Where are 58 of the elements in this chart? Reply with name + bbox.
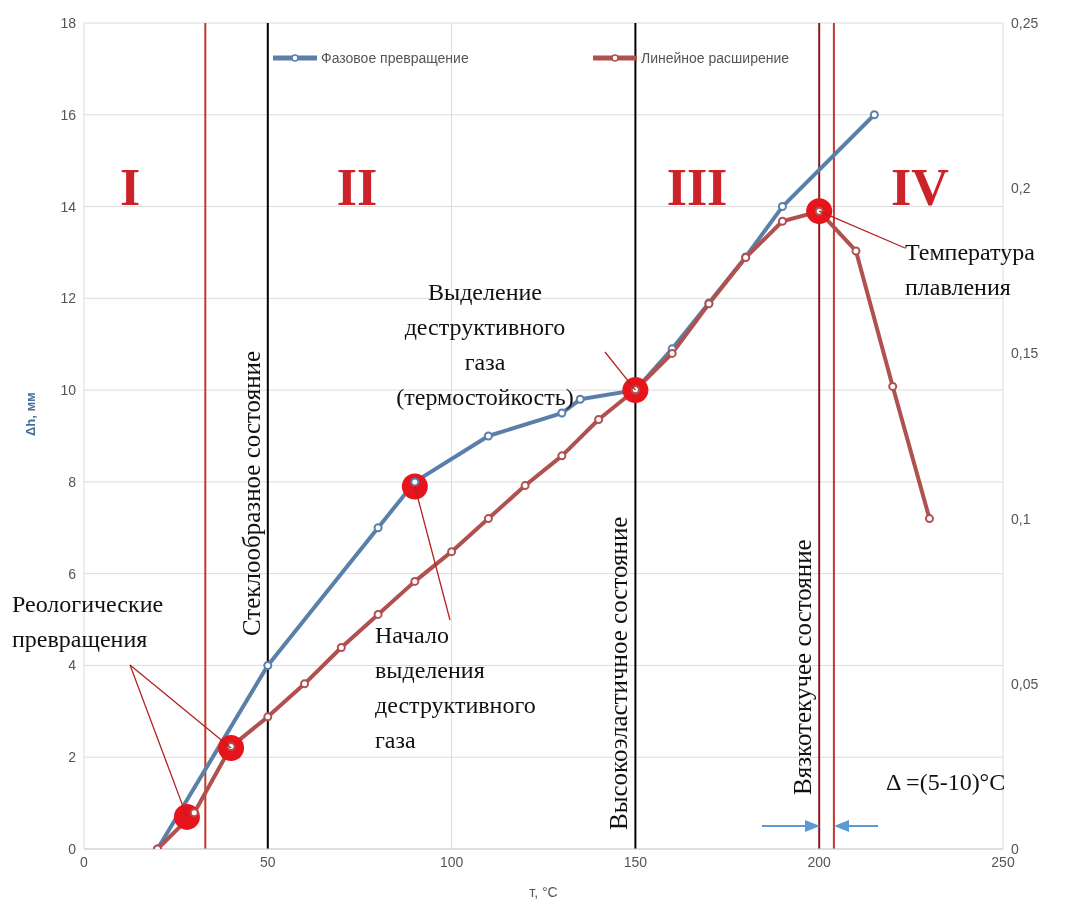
y-tick-label: 2	[68, 749, 77, 766]
annotation: IV	[891, 159, 949, 216]
y-tick-label: 8	[68, 473, 77, 490]
y-axis-title: Δh, мм	[22, 392, 38, 436]
annotation: I	[119, 159, 141, 216]
point	[189, 808, 199, 818]
point	[777, 202, 787, 212]
annotation: Реологические превращения	[12, 591, 164, 652]
point	[373, 523, 383, 533]
point	[777, 216, 787, 226]
x-tick-label: 50	[260, 853, 276, 870]
point	[263, 660, 273, 670]
point	[263, 712, 273, 722]
x-tick-label: 200	[807, 853, 832, 870]
point	[520, 481, 530, 491]
x-axis-title: т, °C	[529, 884, 558, 900]
y2-tick-label: 0,2	[1011, 180, 1031, 197]
point	[483, 431, 493, 441]
legend-label: Линейное расширение	[641, 50, 790, 66]
annotation: Δ =(5-10)°C	[886, 769, 1006, 795]
legend-label: Фазовое превращение	[321, 50, 469, 66]
ref-line-label: Высокоэластичное состояние	[605, 516, 633, 830]
y-tick-label: 6	[68, 565, 77, 582]
point	[373, 609, 383, 619]
x-tick-label: 100	[439, 853, 464, 870]
y-tick-label: 4	[68, 657, 77, 674]
ref-line-label: Стеклообразное состояние	[237, 351, 265, 636]
point	[888, 381, 898, 391]
y-tick-label: 10	[60, 382, 77, 399]
point	[336, 642, 346, 652]
point	[667, 348, 677, 358]
y2-tick-label: 0,05	[1011, 675, 1039, 692]
annotation: Выделение деструктивного газа (термостойкость)	[396, 279, 574, 410]
x-tick-label: 0	[80, 853, 89, 870]
point	[410, 576, 420, 586]
y2-tick-label: 0,15	[1011, 345, 1039, 362]
y-tick-label: 12	[60, 290, 77, 307]
ref-line-label: Вязкотекучее состояние	[789, 539, 817, 795]
y-tick-label: 14	[60, 198, 77, 215]
y-tick-label: 18	[60, 14, 77, 31]
y-tick-label: 0	[68, 840, 77, 857]
point	[300, 679, 310, 689]
annotation: Начало выделения деструктивного газа	[375, 622, 536, 753]
annotation: III	[666, 159, 728, 216]
point	[869, 110, 879, 120]
point	[557, 451, 567, 461]
point	[483, 514, 493, 524]
y2-tick-label: 0,25	[1011, 14, 1039, 31]
point	[447, 547, 457, 557]
y2-tick-label: 0,1	[1011, 510, 1031, 527]
x-tick-label: 150	[623, 853, 648, 870]
annotation: Температура плавления	[905, 239, 1036, 300]
point	[575, 394, 585, 404]
point	[594, 414, 604, 424]
y-tick-label: 16	[60, 106, 77, 123]
point	[924, 514, 934, 524]
point	[851, 246, 861, 256]
annotation: II	[336, 159, 378, 216]
